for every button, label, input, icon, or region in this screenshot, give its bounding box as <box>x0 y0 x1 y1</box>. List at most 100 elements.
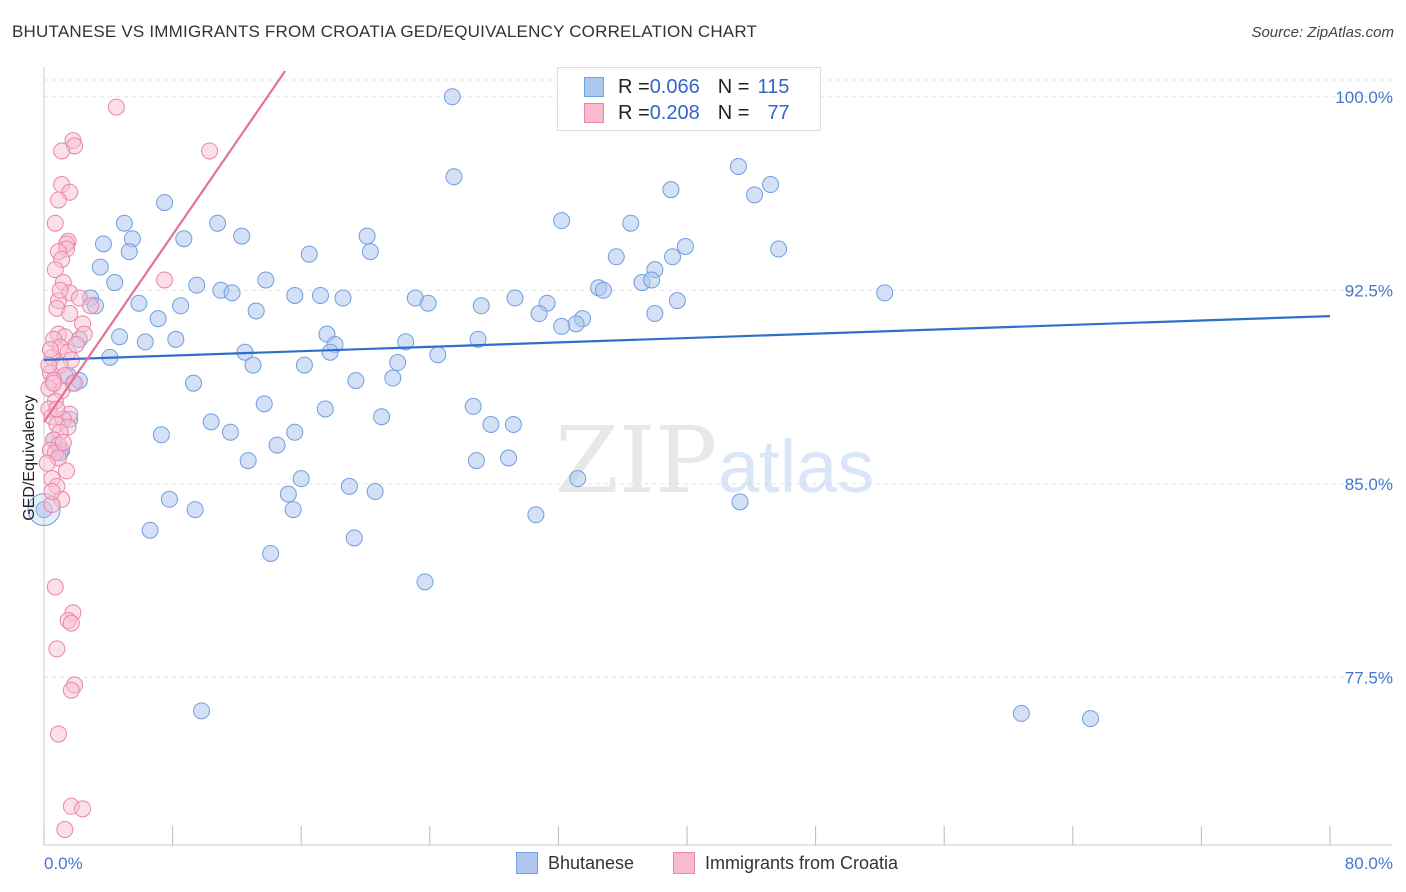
data-point-bhutanese <box>607 248 625 266</box>
chart-title: BHUTANESE VS IMMIGRANTS FROM CROATIA GED… <box>12 22 758 41</box>
data-point-bhutanese <box>340 477 358 495</box>
data-point-croatia <box>46 261 64 279</box>
data-point-bhutanese <box>469 330 487 348</box>
data-point-bhutanese <box>643 271 661 289</box>
data-point-bhutanese <box>111 328 129 346</box>
data-point-croatia <box>49 725 67 743</box>
data-point-croatia <box>58 462 76 480</box>
data-point-croatia <box>54 434 72 452</box>
tick-labels: 77.5% 85.0% 92.5% 100.0% 0.0% 80.0% <box>44 88 1393 873</box>
data-point-bhutanese <box>500 449 518 467</box>
data-point-bhutanese <box>482 415 500 433</box>
data-point-bhutanese <box>668 292 686 310</box>
data-point-croatia <box>62 681 80 699</box>
data-point-croatia <box>38 454 56 472</box>
data-point-bhutanese <box>876 284 894 302</box>
watermark-zip: ZIP <box>555 407 717 514</box>
data-point-bhutanese <box>188 276 206 294</box>
series-legend: Bhutanese Immigrants from Croatia <box>0 852 1406 876</box>
data-point-bhutanese <box>397 333 415 351</box>
data-point-croatia <box>41 341 59 359</box>
y-tick-label: 85.0% <box>1345 475 1393 494</box>
data-point-bhutanese <box>662 181 680 199</box>
y-tick-label: 92.5% <box>1345 281 1393 300</box>
data-point-croatia <box>48 640 66 658</box>
data-point-bhutanese <box>233 227 251 245</box>
data-point-bhutanese <box>676 237 694 255</box>
data-point-bhutanese <box>292 470 310 488</box>
data-point-bhutanese <box>334 289 352 307</box>
data-point-croatia <box>67 335 85 353</box>
data-point-bhutanese <box>646 305 664 323</box>
trend-lines <box>43 70 1331 423</box>
data-point-bhutanese <box>279 485 297 503</box>
data-point-bhutanese <box>160 490 178 508</box>
data-point-bhutanese <box>120 243 138 261</box>
data-point-bhutanese <box>167 330 185 348</box>
series-croatia <box>38 98 219 839</box>
data-point-bhutanese <box>569 470 587 488</box>
data-point-bhutanese <box>445 168 463 186</box>
data-point-bhutanese <box>464 397 482 415</box>
data-point-bhutanese <box>366 483 384 501</box>
data-point-croatia <box>66 374 84 392</box>
legend-swatch-blue <box>584 77 604 97</box>
grid-lines <box>44 79 1392 678</box>
data-point-bhutanese <box>506 289 524 307</box>
data-point-bhutanese <box>530 305 548 323</box>
data-point-bhutanese <box>416 573 434 591</box>
source-label: Source: ZipAtlas.com <box>1251 24 1394 41</box>
data-point-bhutanese <box>286 423 304 441</box>
data-point-bhutanese <box>384 369 402 387</box>
data-point-bhutanese <box>1081 710 1099 728</box>
legend-item-croatia[interactable]: Immigrants from Croatia <box>673 852 898 874</box>
data-point-croatia <box>82 297 100 315</box>
watermark-atlas: atlas <box>718 425 874 508</box>
data-point-croatia <box>46 578 64 596</box>
trend-line-croatia <box>43 70 287 423</box>
data-point-bhutanese <box>553 212 571 230</box>
legend-n-label: N = <box>717 75 750 98</box>
legend-r-value: 0.066 <box>649 75 700 98</box>
legend-r-label: R = <box>618 101 650 124</box>
data-point-croatia <box>201 142 219 160</box>
data-point-bhutanese <box>358 227 376 245</box>
data-point-croatia <box>46 214 64 232</box>
legend-label-croatia: Immigrants from Croatia <box>705 852 899 873</box>
data-point-bhutanese <box>429 346 447 364</box>
data-point-bhutanese <box>175 230 193 248</box>
data-point-bhutanese <box>762 176 780 194</box>
data-point-bhutanese <box>443 88 461 106</box>
data-point-bhutanese <box>746 186 764 204</box>
trend-line-bhutanese <box>43 315 1331 362</box>
data-point-bhutanese <box>149 310 167 328</box>
data-point-bhutanese <box>300 245 318 263</box>
legend-swatch-pink <box>673 852 695 874</box>
x-tick-label: 0.0% <box>44 854 83 873</box>
data-point-bhutanese <box>567 315 585 333</box>
data-point-croatia <box>74 800 92 818</box>
data-point-bhutanese <box>94 235 112 253</box>
data-point-bhutanese <box>106 274 124 292</box>
data-point-bhutanese <box>136 333 154 351</box>
legend-r-value: 0.208 <box>649 101 700 124</box>
legend-n-value: 77 <box>767 101 790 124</box>
legend-n-label: N = <box>717 101 750 124</box>
legend-swatch-pink <box>584 103 604 123</box>
data-point-bhutanese <box>193 702 211 720</box>
data-point-bhutanese <box>731 493 749 511</box>
data-point-bhutanese <box>664 248 682 266</box>
data-point-bhutanese <box>504 415 522 433</box>
data-point-croatia <box>62 614 80 632</box>
data-point-bhutanese <box>373 408 391 426</box>
data-point-bhutanese <box>594 281 612 299</box>
data-point-croatia <box>56 821 74 839</box>
legend-row-bhutanese: R = 0.066 N = 115 <box>584 75 789 99</box>
data-point-bhutanese <box>91 258 109 276</box>
data-point-bhutanese <box>284 501 302 519</box>
data-point-bhutanese <box>622 214 640 232</box>
legend-item-bhutanese[interactable]: Bhutanese <box>516 852 634 874</box>
y-axis-title: GED/Equivalency <box>21 395 38 520</box>
data-point-croatia <box>53 142 71 160</box>
data-point-bhutanese <box>247 302 265 320</box>
